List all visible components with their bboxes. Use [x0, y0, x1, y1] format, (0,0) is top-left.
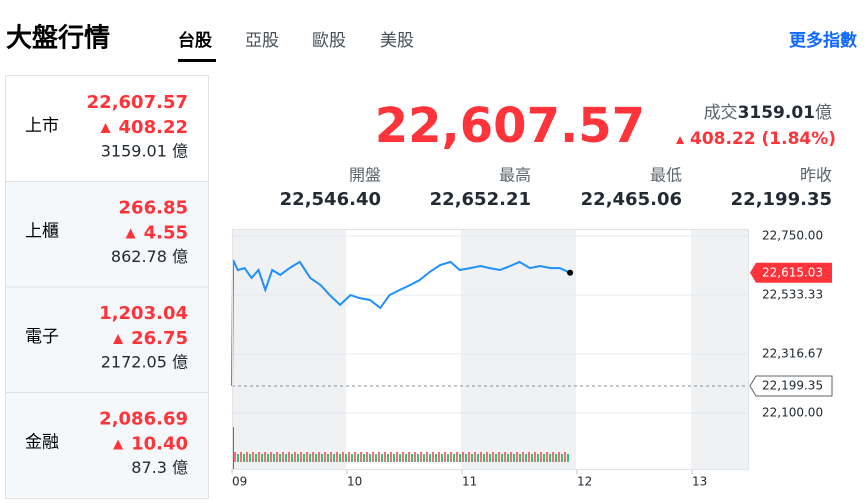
- x-tick-label: 10: [347, 475, 362, 489]
- last-point: [567, 269, 574, 276]
- y-tick-label: 22,100.00: [762, 406, 823, 420]
- market-item[interactable]: [6, 392, 208, 498]
- market-volume: 862.78 億: [111, 247, 188, 266]
- tab[interactable]: 亞股: [245, 31, 279, 51]
- prev-close-tag: [749, 375, 833, 397]
- market-item[interactable]: [6, 181, 208, 287]
- up-arrow: [113, 334, 124, 344]
- y-tick-label: 22,316.67: [762, 346, 823, 360]
- market-change: 26.75: [131, 328, 188, 349]
- market-price: 22,607.57: [87, 92, 188, 113]
- up-arrow: [676, 136, 684, 144]
- x-tick-label: 12: [577, 475, 592, 489]
- market-change: 4.55: [144, 223, 188, 244]
- stat-label: 最高: [499, 166, 531, 185]
- stat-label: 開盤: [349, 166, 381, 185]
- stat-value: 22,465.06: [581, 189, 682, 210]
- prev-close-label: 22,199.35: [762, 378, 823, 392]
- stat-value: 22,652.21: [430, 189, 531, 210]
- plot-frame: [232, 229, 749, 470]
- x-tick-label: 13: [692, 475, 707, 489]
- x-tick-label: 11: [462, 475, 477, 489]
- last-price-tag: [750, 262, 832, 283]
- stat-value: 22,199.35: [731, 189, 832, 210]
- x-tick-label: 09: [232, 475, 247, 489]
- stat-label: 最低: [650, 166, 682, 185]
- tab-underline: [178, 59, 216, 62]
- stat-value: 22,546.40: [280, 189, 381, 210]
- turnover-value: 3159.01: [738, 103, 815, 123]
- market-name: 金融: [25, 433, 59, 453]
- index-price: 22,607.57: [375, 98, 645, 154]
- market-volume: 3159.01 億: [101, 142, 188, 161]
- session-band: [691, 229, 749, 469]
- y-tick-label: 22,533.33: [762, 288, 823, 302]
- turnover: 成交3159.01億: [704, 103, 832, 123]
- tab[interactable]: 歐股: [312, 31, 346, 51]
- page-title: 大盤行情: [6, 23, 110, 54]
- price-line: [231, 259, 571, 386]
- tab[interactable]: 美股: [380, 31, 414, 51]
- stat-label: 昨收: [800, 166, 832, 185]
- volume-bars: [232, 427, 570, 469]
- up-arrow: [100, 123, 111, 133]
- market-price: 266.85: [119, 198, 188, 219]
- turnover-label: 成交: [704, 103, 738, 123]
- market-item[interactable]: [6, 287, 208, 392]
- last-price-label: 22,615.03: [762, 265, 823, 279]
- chart: 22,100.00 22,316.67 22,533.33 22,750.00 09 10…: [231, 229, 833, 489]
- index-change: 408.22 (1.84%): [690, 129, 836, 149]
- market-name: 上櫃: [25, 222, 59, 242]
- turnover-unit: 億: [815, 103, 832, 123]
- market-change: 10.40: [131, 434, 188, 455]
- market-volume: 2172.05 億: [101, 353, 188, 372]
- market-price: 1,203.04: [99, 303, 188, 324]
- tab[interactable]: 台股: [178, 30, 212, 51]
- market-name: 上市: [25, 116, 59, 136]
- market-price: 2,086.69: [99, 409, 188, 430]
- y-tick-label: 22,750.00: [762, 229, 823, 243]
- market-name: 電子: [25, 327, 59, 347]
- more-link[interactable]: 更多指數: [789, 30, 857, 51]
- up-arrow: [113, 439, 124, 450]
- up-arrow: [125, 228, 136, 239]
- market-change: 408.22: [119, 117, 188, 138]
- market-volume: 87.3 億: [131, 458, 188, 477]
